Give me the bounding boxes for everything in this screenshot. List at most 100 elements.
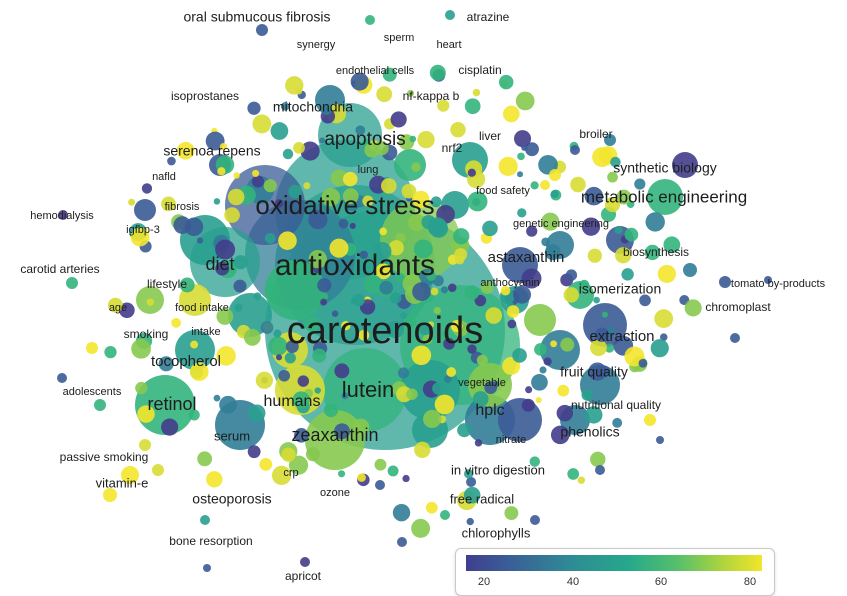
- keyword-node[interactable]: [423, 409, 442, 429]
- keyword-node[interactable]: [430, 287, 439, 296]
- keyword-label[interactable]: intake: [191, 326, 220, 338]
- keyword-label[interactable]: fibrosis: [165, 201, 200, 213]
- keyword-label[interactable]: synergy: [297, 39, 336, 51]
- keyword-node[interactable]: [227, 188, 245, 206]
- keyword-node[interactable]: [457, 423, 472, 438]
- keyword-label[interactable]: zeaxanthin: [291, 425, 378, 445]
- keyword-node[interactable]: [292, 391, 310, 409]
- keyword-node[interactable]: [521, 144, 528, 151]
- keyword-node[interactable]: [560, 337, 575, 352]
- keyword-node[interactable]: [541, 212, 560, 231]
- keyword-node[interactable]: [359, 250, 369, 260]
- keyword-label[interactable]: lifestyle: [147, 277, 187, 291]
- keyword-node[interactable]: [412, 190, 430, 208]
- keyword-label[interactable]: vitamin-e: [96, 475, 149, 490]
- keyword-node[interactable]: [308, 249, 327, 269]
- keyword-node[interactable]: [615, 247, 632, 264]
- keyword-node[interactable]: [216, 346, 236, 366]
- keyword-node[interactable]: [498, 74, 514, 90]
- keyword-node[interactable]: [400, 312, 408, 320]
- keyword-node[interactable]: [107, 297, 123, 313]
- keyword-node[interactable]: [595, 465, 605, 475]
- keyword-node[interactable]: [512, 348, 527, 363]
- keyword-label[interactable]: free radical: [450, 491, 514, 506]
- keyword-node[interactable]: [152, 464, 164, 476]
- keyword-node[interactable]: [357, 473, 366, 482]
- keyword-node[interactable]: [233, 279, 247, 293]
- keyword-node[interactable]: [612, 417, 623, 428]
- keyword-node[interactable]: [375, 263, 392, 280]
- keyword-node[interactable]: [379, 280, 394, 295]
- keyword-node[interactable]: [197, 451, 213, 467]
- keyword-label[interactable]: heart: [436, 39, 461, 51]
- keyword-node[interactable]: [672, 152, 698, 178]
- keyword-node[interactable]: [437, 99, 450, 112]
- keyword-node[interactable]: [275, 354, 283, 361]
- keyword-node[interactable]: [474, 439, 483, 447]
- keyword-node[interactable]: [334, 363, 350, 379]
- keyword-node[interactable]: [594, 327, 610, 342]
- keyword-node[interactable]: [530, 181, 539, 190]
- keyword-node[interactable]: [263, 179, 277, 193]
- keyword-label[interactable]: biosynthesis: [623, 245, 689, 259]
- keyword-node[interactable]: [567, 468, 580, 480]
- keyword-node[interactable]: [338, 470, 346, 478]
- keyword-node[interactable]: [577, 476, 586, 484]
- keyword-node[interactable]: [188, 409, 200, 421]
- keyword-node[interactable]: [414, 441, 431, 458]
- keyword-node[interactable]: [604, 134, 616, 146]
- keyword-node[interactable]: [321, 187, 341, 207]
- keyword-label[interactable]: apricot: [285, 569, 322, 583]
- keyword-node[interactable]: [588, 362, 607, 381]
- keyword-node[interactable]: [321, 104, 332, 115]
- keyword-node[interactable]: [585, 406, 603, 424]
- keyword-node[interactable]: [467, 344, 477, 354]
- keyword-node[interactable]: [216, 308, 234, 325]
- keyword-node[interactable]: [312, 348, 327, 363]
- keyword-node[interactable]: [203, 564, 211, 572]
- keyword-node[interactable]: [463, 486, 481, 504]
- keyword-node[interactable]: [530, 515, 540, 525]
- keyword-node[interactable]: [190, 362, 209, 381]
- keyword-node[interactable]: [265, 260, 325, 320]
- keyword-node[interactable]: [413, 239, 433, 259]
- keyword-node[interactable]: [570, 176, 586, 193]
- keyword-node[interactable]: [273, 329, 282, 338]
- keyword-node[interactable]: [443, 337, 455, 350]
- keyword-node[interactable]: [365, 15, 375, 25]
- keyword-node[interactable]: [543, 357, 552, 366]
- keyword-label[interactable]: sperm: [384, 32, 415, 44]
- keyword-node[interactable]: [86, 342, 98, 354]
- keyword-label[interactable]: oral submucous fibrosis: [183, 9, 330, 25]
- keyword-node[interactable]: [513, 130, 532, 148]
- keyword-node[interactable]: [644, 414, 656, 426]
- keyword-node[interactable]: [308, 210, 328, 230]
- keyword-node[interactable]: [524, 304, 556, 336]
- keyword-node[interactable]: [104, 346, 117, 359]
- keyword-label[interactable]: anthocyanin: [480, 277, 539, 289]
- keyword-node[interactable]: [375, 480, 385, 490]
- keyword-node[interactable]: [557, 384, 570, 397]
- keyword-node[interactable]: [607, 171, 618, 183]
- keyword-label[interactable]: genetic engineering: [513, 218, 609, 230]
- keyword-label[interactable]: carotid arteries: [20, 262, 99, 276]
- keyword-label[interactable]: smoking: [124, 327, 169, 341]
- keyword-node[interactable]: [472, 88, 481, 97]
- keyword-node[interactable]: [303, 182, 311, 190]
- keyword-node[interactable]: [426, 271, 437, 282]
- keyword-label[interactable]: phenolics: [560, 424, 619, 440]
- keyword-node[interactable]: [521, 268, 542, 289]
- keyword-node[interactable]: [581, 217, 601, 236]
- keyword-node[interactable]: [349, 222, 356, 229]
- keyword-node[interactable]: [294, 428, 309, 443]
- keyword-label[interactable]: nitrate: [496, 434, 527, 446]
- keyword-label[interactable]: nf-kappa b: [403, 89, 460, 103]
- keyword-node[interactable]: [406, 388, 418, 400]
- keyword-node[interactable]: [271, 465, 292, 486]
- keyword-node[interactable]: [341, 321, 351, 331]
- keyword-node[interactable]: [329, 238, 349, 258]
- keyword-node[interactable]: [474, 294, 487, 307]
- keyword-node[interactable]: [300, 557, 310, 567]
- keyword-node[interactable]: [252, 169, 260, 177]
- keyword-label[interactable]: isoprostanes: [171, 89, 239, 103]
